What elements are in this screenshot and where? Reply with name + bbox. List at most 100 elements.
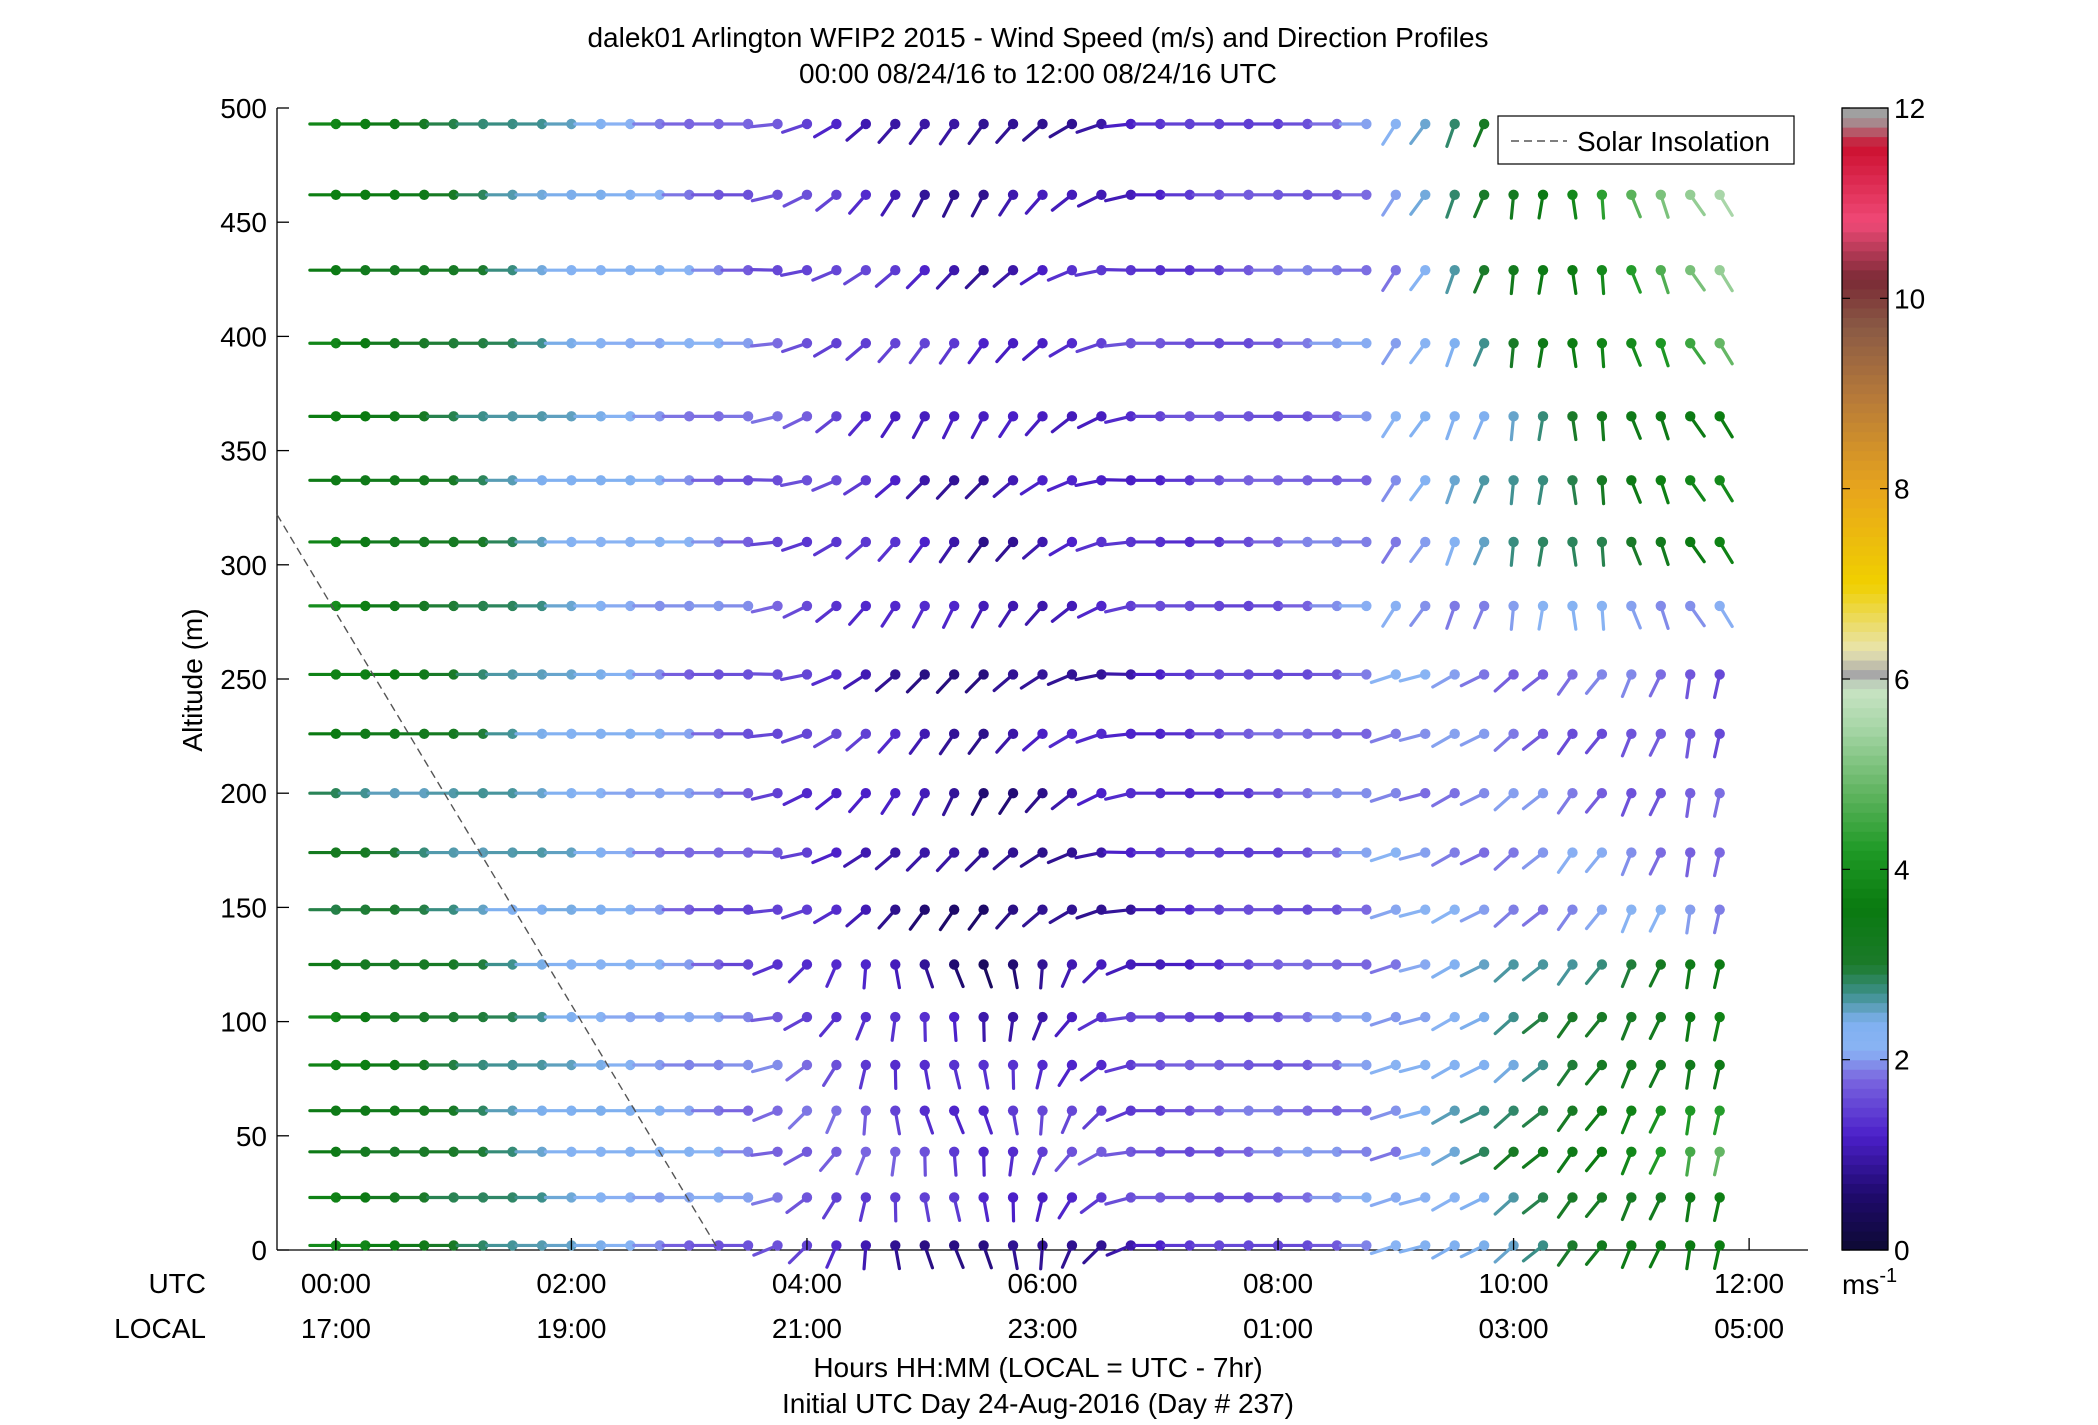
wind-barb-dot [1272,189,1284,200]
wind-barb-dot [1508,1192,1519,1203]
wind-barb-dot [1155,1011,1166,1023]
wind-barb-dot [890,189,901,200]
wind-barb-dot [1449,904,1460,915]
wind-barb-dot [1626,669,1637,680]
wind-barb-dot [1420,475,1431,486]
wind-barb-dot [1567,600,1578,612]
wind-barb-dot [713,669,724,680]
colorbar-swatch [1842,1126,1888,1137]
wind-barb-dot [654,1192,665,1203]
wind-barb-dot [1361,847,1372,858]
wind-barb-dot [360,788,371,799]
wind-barb-dot [1478,475,1490,486]
wind-barb-dot [1272,728,1284,740]
wind-barb-dot [595,118,607,130]
wind-barb-dot [860,1240,872,1251]
wind-barb-dot [1508,1059,1519,1071]
wind-barb-dot [448,1059,459,1071]
wind-barb-dot [1272,669,1284,680]
wind-barb-dot [507,536,518,548]
wind-barb-dot [683,847,695,858]
wind-barb-dot [1655,264,1666,276]
wind-barb-dot [477,118,489,130]
wind-barb-dot [330,189,342,200]
colorbar-swatch [1842,1107,1888,1118]
wind-barb-dot [948,1240,960,1251]
wind-barb-dot [1508,847,1519,858]
wind-barb-dot [1596,1011,1608,1023]
wind-barb-dot [389,475,400,486]
wind-barb-dot [1449,338,1460,349]
wind-barb-dot [595,669,607,680]
wind-barb-dot [801,1059,813,1071]
wind-barb-dot [566,1059,577,1071]
wind-barb-dot [1007,189,1019,200]
wind-barb-dot [1567,338,1578,349]
wind-barb-dot [1213,536,1225,548]
wind-barb-dot [566,788,577,799]
wind-barb-dot [595,338,607,349]
wind-barb-dot [595,959,607,970]
wind-barb-dot [1420,411,1431,422]
wind-barb-dot [713,1059,724,1071]
wind-barb-dot [1478,669,1490,680]
wind-barb-dot [330,788,342,799]
wind-barb-dot [566,1105,577,1116]
wind-barb-dot [1243,189,1254,200]
wind-barb-dot [595,1192,607,1203]
colorbar-swatch [1842,1031,1888,1042]
colorbar-swatch [1842,1040,1888,1051]
wind-barb-dot [831,189,842,200]
wind-barb-dot [1596,536,1608,548]
wind-barb-dot [448,189,459,200]
wind-barb-dot [1449,118,1460,130]
wind-barb-dot [1302,1059,1313,1071]
wind-barb-dot [1213,338,1225,349]
colorbar-swatch [1842,1078,1888,1089]
wind-barb-dot [1537,904,1549,915]
colorbar-swatch [1842,840,1888,851]
colorbar-swatch [1842,1069,1888,1080]
colorbar-swatch [1842,802,1888,813]
wind-barb-dot [625,1192,636,1203]
wind-barb-dot [654,475,665,486]
wind-barb-dot [330,411,342,422]
x-row-label-utc: UTC [148,1268,206,1299]
wind-barb-dot [1155,338,1166,349]
wind-barb-dot [772,728,783,740]
y-tick-label: 300 [220,550,267,581]
wind-barb-dot [1567,959,1578,970]
wind-barb-dot [1508,1146,1519,1157]
wind-barb-dot [389,959,400,970]
wind-barb-dot [831,600,842,612]
wind-barb-dot [831,264,842,276]
wind-barb-dot [1096,669,1107,680]
colorbar-swatch [1842,364,1888,376]
wind-barb-dot [1685,1146,1696,1157]
wind-barb-dot [713,536,724,548]
wind-barb-dot [1243,959,1254,970]
wind-barb-dot [1596,411,1608,422]
wind-barb-dot [654,669,665,680]
wind-barb-dot [1007,536,1019,548]
wind-barb-dot [1449,728,1460,740]
wind-barb-dot [1037,1059,1048,1071]
wind-barb-dot [330,904,342,915]
wind-barb-dot [1213,904,1225,915]
wind-barb-dot [1390,475,1402,486]
wind-barb-dot [1626,189,1637,200]
wind-barb-dot [948,669,960,680]
wind-barb-dot [1066,536,1078,548]
colorbar-swatch [1842,688,1888,699]
wind-barb-dot [742,189,754,200]
wind-barb-dot [1184,118,1195,130]
wind-barb-dot [507,338,518,349]
wind-barb-dot [1037,904,1048,915]
wind-barb-dot [448,728,459,740]
wind-barb-dot [831,118,842,130]
wind-barb-dot [448,669,459,680]
wind-barb-dot [831,788,842,799]
colorbar-swatch [1842,669,1888,680]
wind-barb-dot [801,338,813,349]
wind-barb-dot [389,264,400,276]
